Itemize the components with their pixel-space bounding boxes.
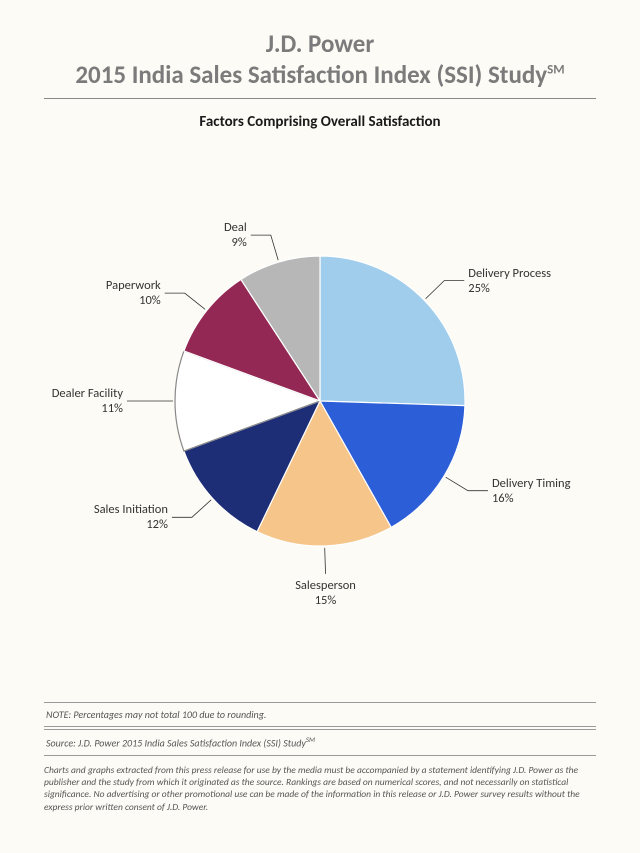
pie-slice [320, 256, 465, 406]
pie-svg [44, 141, 596, 621]
pie-leader [165, 293, 205, 309]
pie-chart: Delivery Process25% Delivery Timing16% Sal… [44, 141, 596, 621]
pie-leader [426, 281, 465, 299]
pie-label: Salesperson15% [271, 578, 381, 608]
title-block: J.D. Power 2015 India Sales Satisfaction… [44, 28, 596, 90]
pie-label: Dealer Facility11% [13, 386, 123, 416]
footer-note: NOTE: Percentages may not total 100 due … [44, 702, 596, 727]
pie-leader [325, 548, 326, 574]
pie-label: Deal9% [137, 220, 247, 250]
chart-subtitle: Factors Comprising Overall Satisfaction [44, 113, 596, 131]
title-divider [44, 98, 596, 99]
footer-source-text: Source: J.D. Power 2015 India Sales Sati… [46, 737, 306, 750]
footer-source: Source: J.D. Power 2015 India Sales Sati… [44, 729, 596, 755]
pie-label: Paperwork10% [51, 278, 161, 308]
title-line2-text: 2015 India Sales Satisfaction Index (SSI… [75, 59, 547, 90]
footer-source-sup: SM [306, 735, 315, 744]
title-line1: J.D. Power [44, 28, 596, 59]
pie-label: Delivery Process25% [468, 266, 551, 296]
pie-leader [446, 477, 488, 490]
pie-label: Delivery Timing16% [492, 476, 571, 506]
title-sup: SM [547, 63, 565, 78]
pie-leader [251, 235, 278, 260]
footer: NOTE: Percentages may not total 100 due … [44, 702, 596, 813]
pie-label: Sales Initiation12% [58, 502, 168, 532]
footer-disclaimer: Charts and graphs extracted from this pr… [44, 760, 596, 813]
title-line2: 2015 India Sales Satisfaction Index (SSI… [44, 59, 596, 90]
pie-leader [172, 500, 211, 517]
